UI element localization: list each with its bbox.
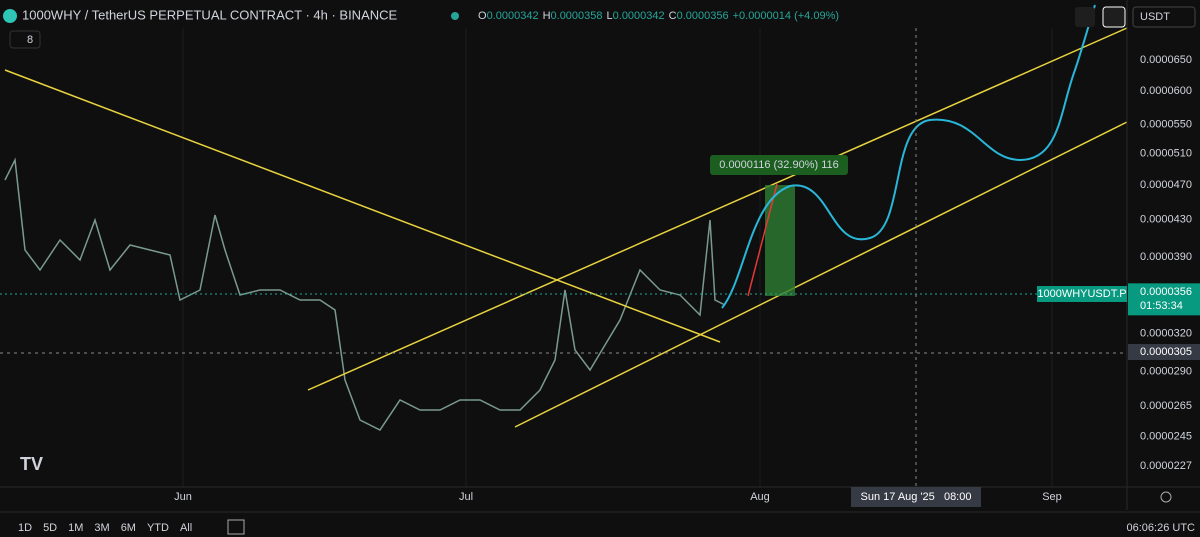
indicator-toggle[interactable] <box>9 30 41 49</box>
measure-box <box>765 185 795 296</box>
status-dot <box>451 12 459 20</box>
price-tick-label: 0.0000470 <box>1140 179 1192 191</box>
time-label: Aug <box>750 491 770 503</box>
scroll-button[interactable] <box>1075 7 1095 27</box>
range-button[interactable]: All <box>180 522 192 534</box>
currency: USDT <box>1140 11 1170 23</box>
price-tick-label: 0.0000320 <box>1140 327 1192 339</box>
fullscreen-button[interactable] <box>1102 6 1126 28</box>
price-tick-label: 0.0000600 <box>1140 85 1192 97</box>
date-range-icon[interactable] <box>227 519 245 535</box>
range-button[interactable]: 1M <box>68 522 83 534</box>
price-history <box>4 157 726 431</box>
time-label: Jun <box>174 491 192 503</box>
range-button[interactable]: 5D <box>43 522 57 534</box>
forecast-arrow <box>747 183 778 297</box>
symbol-tag-bg <box>1037 286 1127 302</box>
range-button[interactable]: 1D <box>18 522 32 534</box>
symbol-tag: 1000WHYUSDT.P <box>1037 288 1126 300</box>
price-tick-label: 0.0000227 <box>1140 460 1192 472</box>
price-tick-label: 0.0000265 <box>1140 400 1192 412</box>
price-tick-label: 0.0000390 <box>1140 251 1192 263</box>
current-price-bg <box>1128 283 1200 316</box>
price-tick-label: 0.0000430 <box>1140 213 1192 225</box>
countdown: 01:53:34 <box>1140 300 1183 312</box>
ohlc: O0.0000342 H0.0000358 L0.0000342 C0.0000356… <box>478 10 839 22</box>
projection-curve <box>721 4 1096 309</box>
symbol: 1000WHY / TetherUS PERPETUAL CONTRACT · … <box>22 7 398 22</box>
price-tick-label: 0.0000245 <box>1140 430 1192 442</box>
settings-icon[interactable] <box>1160 491 1172 503</box>
range-button[interactable]: 6M <box>121 522 136 534</box>
price-tick-label: 0.0000510 <box>1140 148 1192 160</box>
time-label: Jul <box>459 491 473 503</box>
price-tick-label: 0.0000650 <box>1140 54 1192 66</box>
logo: TV <box>20 454 43 474</box>
measure-label-bg <box>710 155 848 175</box>
trend-lines <box>4 27 1128 428</box>
indicator-count: 8 <box>27 34 33 46</box>
crosshair-price-bg <box>1128 344 1200 361</box>
crosshair-price: 0.0000305 <box>1140 346 1192 358</box>
grid <box>182 28 1053 487</box>
range-button[interactable]: YTD <box>147 522 169 534</box>
price-tick-label: 0.0000550 <box>1140 118 1192 130</box>
crosshair-time-bg <box>851 487 981 507</box>
range-button[interactable]: 3M <box>94 522 109 534</box>
price-tick-label: 0.0000290 <box>1140 365 1192 377</box>
currency-select[interactable] <box>1132 6 1196 28</box>
current-price: 0.0000356 <box>1140 286 1192 298</box>
crosshair-time: Sun 17 Aug '25 08:00 <box>861 491 972 503</box>
measure-label: 0.0000116 (32.90%) 116 <box>719 159 838 171</box>
clock: 06:06:26 UTC <box>1127 522 1196 534</box>
time-label: Sep <box>1042 491 1062 503</box>
symbol-icon <box>3 9 17 23</box>
